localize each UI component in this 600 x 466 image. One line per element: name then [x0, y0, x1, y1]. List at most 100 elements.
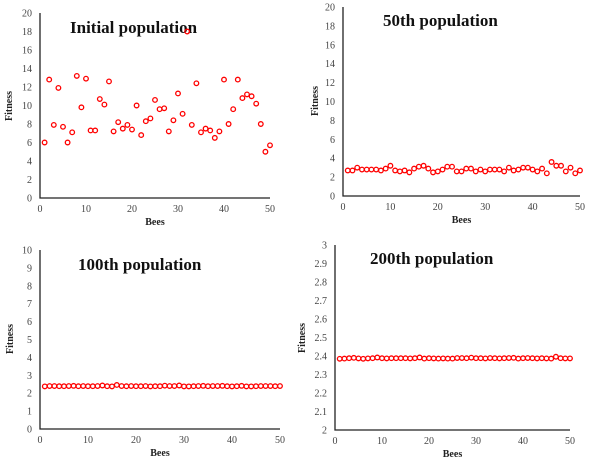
data-point — [277, 383, 283, 389]
data-point — [99, 382, 106, 389]
x-tick-label: 10 — [83, 435, 93, 446]
data-point — [440, 355, 447, 362]
data-point — [349, 167, 356, 174]
y-tick-label: 2.5 — [315, 333, 328, 344]
data-point — [463, 355, 470, 362]
data-point — [359, 166, 365, 173]
data-point — [165, 128, 172, 135]
data-point — [216, 128, 223, 135]
data-point — [229, 383, 235, 390]
data-point — [193, 80, 200, 87]
data-point — [548, 355, 555, 362]
x-tick-label: 30 — [471, 436, 481, 447]
data-point — [482, 168, 489, 175]
data-point — [55, 84, 62, 91]
data-point — [524, 164, 531, 171]
data-point — [142, 118, 149, 125]
data-point — [491, 166, 498, 173]
data-point — [50, 121, 57, 128]
data-point — [520, 355, 526, 362]
y-tick-label: 2.4 — [315, 352, 328, 363]
data-point — [272, 383, 279, 390]
data-point — [211, 134, 218, 141]
data-point — [101, 101, 108, 108]
x-axis-label: Bees — [150, 448, 170, 459]
data-point — [539, 165, 546, 172]
data-point — [138, 132, 145, 139]
data-point — [491, 355, 498, 362]
y-ticks: 0 2 4 6 8 10 12 14 16 18 20 — [22, 9, 32, 205]
x-tick-label: 20 — [131, 435, 141, 446]
panel-50th-population: 0 2 4 6 8 10 12 14 16 18 20 0 10 20 30 40 50 50th popul… — [310, 3, 585, 227]
y-tick-label: 10 — [325, 97, 335, 108]
data-point — [430, 169, 437, 176]
y-tick-label: 18 — [325, 21, 335, 32]
y-tick-label: 16 — [325, 40, 335, 51]
data-point — [472, 168, 479, 175]
y-axis-label: Fitness — [4, 91, 15, 121]
data-point — [468, 354, 475, 361]
data-point — [444, 163, 451, 170]
data-point — [234, 76, 241, 83]
y-tick-label: 14 — [325, 59, 335, 70]
data-point — [341, 355, 348, 362]
x-tick-label: 50 — [565, 436, 575, 447]
data-point — [425, 165, 432, 172]
data-points — [336, 353, 573, 362]
data-point — [392, 167, 399, 174]
data-point — [109, 383, 115, 390]
data-point — [253, 100, 260, 107]
y-tick-label: 2.6 — [315, 315, 328, 326]
data-point — [124, 121, 131, 128]
data-point — [411, 165, 418, 172]
y-tick-label: 18 — [22, 27, 32, 38]
y-tick-label: 5 — [27, 335, 32, 346]
data-point — [368, 166, 375, 173]
data-point — [439, 166, 446, 173]
data-point — [501, 168, 508, 175]
panel-title: 100th population — [78, 255, 202, 274]
data-point — [80, 383, 87, 389]
data-point — [346, 355, 353, 362]
panel-title: 200th population — [370, 249, 494, 268]
x-tick-label: 40 — [227, 435, 237, 446]
data-point — [248, 93, 255, 100]
data-point — [515, 166, 522, 173]
data-point — [179, 110, 186, 117]
data-point — [426, 355, 432, 362]
y-axis-label: Fitness — [310, 86, 321, 116]
data-point — [344, 167, 351, 174]
data-point — [205, 383, 211, 390]
x-tick-label: 30 — [179, 435, 189, 446]
data-point — [65, 383, 72, 389]
panel-title: 50th population — [383, 11, 498, 30]
data-point — [78, 104, 85, 111]
data-point — [152, 383, 159, 390]
data-point — [458, 168, 465, 175]
data-point — [70, 382, 77, 389]
x-tick-label: 20 — [424, 436, 434, 447]
data-point — [87, 127, 94, 134]
axes-lines — [342, 7, 580, 197]
y-ticks: 2 2.1 2.2 2.3 2.4 2.5 2.6 2.7 2.8 2.9 3 — [315, 241, 328, 437]
data-point — [156, 106, 163, 113]
data-point — [411, 355, 418, 362]
panel-200th-population: 2 2.1 2.2 2.3 2.4 2.5 2.6 2.7 2.8 2.9 3 0 10 20 30 40 5… — [297, 241, 575, 461]
data-point — [221, 76, 227, 83]
data-point — [420, 162, 427, 169]
data-point — [225, 121, 232, 127]
panel-100th-population: 0 1 2 3 4 5 6 7 8 9 10 0 10 20 30 40 50 100th populatio… — [5, 246, 285, 460]
data-point — [171, 383, 178, 389]
data-point — [257, 383, 264, 389]
x-ticks: 0 10 20 30 40 50 — [38, 435, 286, 446]
data-point — [248, 383, 255, 390]
data-point — [510, 354, 517, 361]
y-axis-label: Fitness — [297, 323, 308, 353]
data-point — [118, 383, 125, 389]
data-point — [482, 355, 489, 362]
data-point — [402, 355, 409, 362]
data-point — [406, 169, 413, 176]
y-tick-label: 12 — [325, 78, 335, 89]
data-point — [444, 355, 451, 362]
y-tick-label: 3 — [27, 371, 32, 382]
